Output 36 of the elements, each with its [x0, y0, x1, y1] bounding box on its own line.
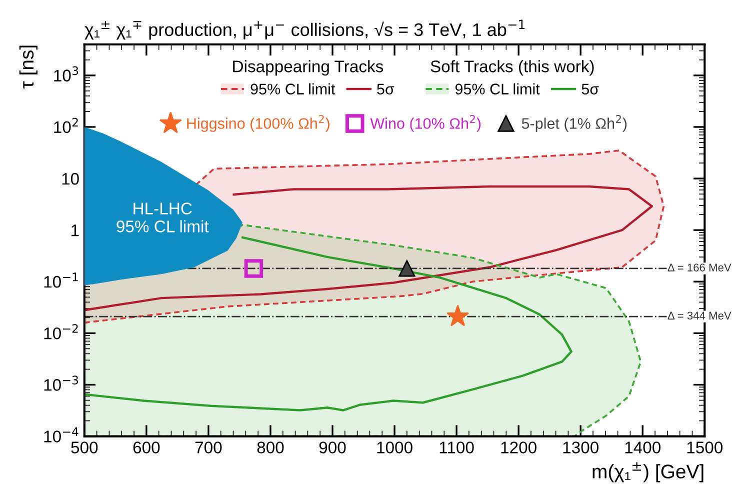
annotation: Δ = 344 MeV: [668, 312, 732, 320]
x-tick-label: 1100: [440, 442, 474, 454]
annotation: Δ = 166 MeV: [668, 264, 732, 272]
x-tick-label: 700: [195, 442, 222, 454]
y-tick-label: 10$^{2}$: [54, 118, 78, 134]
y-tick-label: 1: [72, 224, 79, 236]
x-tick-label: 800: [257, 442, 284, 454]
x-tick-label: 1300: [563, 442, 598, 454]
chart-title: χ₁$^{±}$ χ₁$^{∓}$ production, μ$^{+}$μ$^{−}$ collisions, √s = 3 TeV, 1 ab$^{−1}$: [84, 20, 525, 40]
legend-label: 95% CL limit: [455, 83, 540, 94]
x-tick-label: 1400: [625, 442, 661, 454]
y-tick-label: 10$^{3}$: [54, 66, 78, 82]
legend-label: 5-plet (1% Ωh$^{2}$): [522, 114, 627, 132]
x-tick-label: 600: [133, 442, 160, 454]
y-tick-label: 10$^{−1}$: [44, 272, 78, 288]
annotation: Soft Tracks (this work): [430, 60, 594, 76]
y-tick-label: 10$^{−4}$: [44, 427, 78, 442]
legend-label: 5σ: [377, 84, 394, 94]
y-axis-title: τ [ns]: [19, 46, 38, 89]
line-series: [84, 236, 572, 412]
y-tick-label: 10$^{−3}$: [44, 376, 78, 391]
legend-label: Wino (10% Ωh$^{2}$): [370, 114, 481, 132]
y-tick-label: 10$^{−2}$: [44, 324, 78, 340]
x-axis-title: m(χ₁$^{±}$) [GeV]: [592, 462, 704, 482]
x-tick-label: 900: [319, 442, 346, 454]
line-series: [84, 185, 654, 312]
legend-label: 95% CL limit: [250, 83, 336, 94]
legend-label: 5σ: [582, 84, 599, 94]
x-tick-label: 1000: [377, 442, 412, 454]
y-tick-label: 10: [62, 172, 79, 185]
x-tick-label: 1200: [501, 442, 536, 454]
series-label: HL-LHC 95% CL limit: [116, 202, 209, 232]
x-tick-label: 1500: [687, 442, 723, 454]
legend-label: Higgsino (100% Ωh$^{2}$): [187, 114, 330, 132]
x-tick-label: 500: [71, 442, 98, 454]
annotation: Disappearing Tracks: [233, 60, 384, 76]
